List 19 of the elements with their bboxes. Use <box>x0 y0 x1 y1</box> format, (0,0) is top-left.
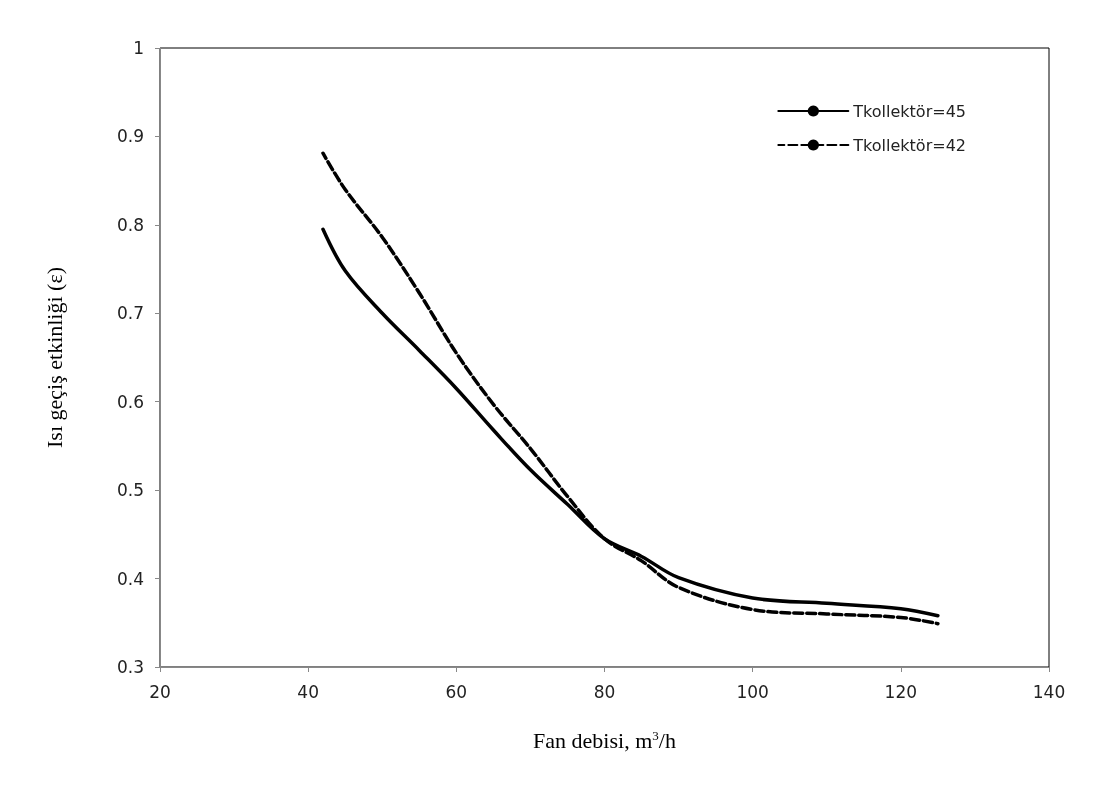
y-tick-label: 1 <box>133 38 144 58</box>
y-axis-title: Isı geçiş etkinliği (ε) <box>41 267 67 448</box>
x-tick-label: 20 <box>149 681 171 702</box>
legend-label: Tkollektör=42 <box>852 135 967 155</box>
y-tick-label: 0.9 <box>116 126 144 147</box>
x-tick-label: 140 <box>1032 681 1066 702</box>
line-series <box>321 151 940 626</box>
y-tick-label: 0.7 <box>116 303 144 324</box>
y-tick-label: 0.8 <box>116 214 144 235</box>
x-tick-label: 80 <box>593 681 616 702</box>
x-tick-label: 120 <box>884 681 918 702</box>
x-tick-label: 100 <box>736 681 769 702</box>
legend-label: Tkollektör=45 <box>852 101 967 121</box>
y-tick-label: 0.5 <box>116 480 144 501</box>
y-tick-label: 0.6 <box>116 391 144 412</box>
x-tick-label: 60 <box>445 681 468 702</box>
x-tick-label: 40 <box>297 681 319 702</box>
y-tick-label: 0.3 <box>116 657 144 677</box>
y-tick-label: 0.4 <box>116 568 144 589</box>
